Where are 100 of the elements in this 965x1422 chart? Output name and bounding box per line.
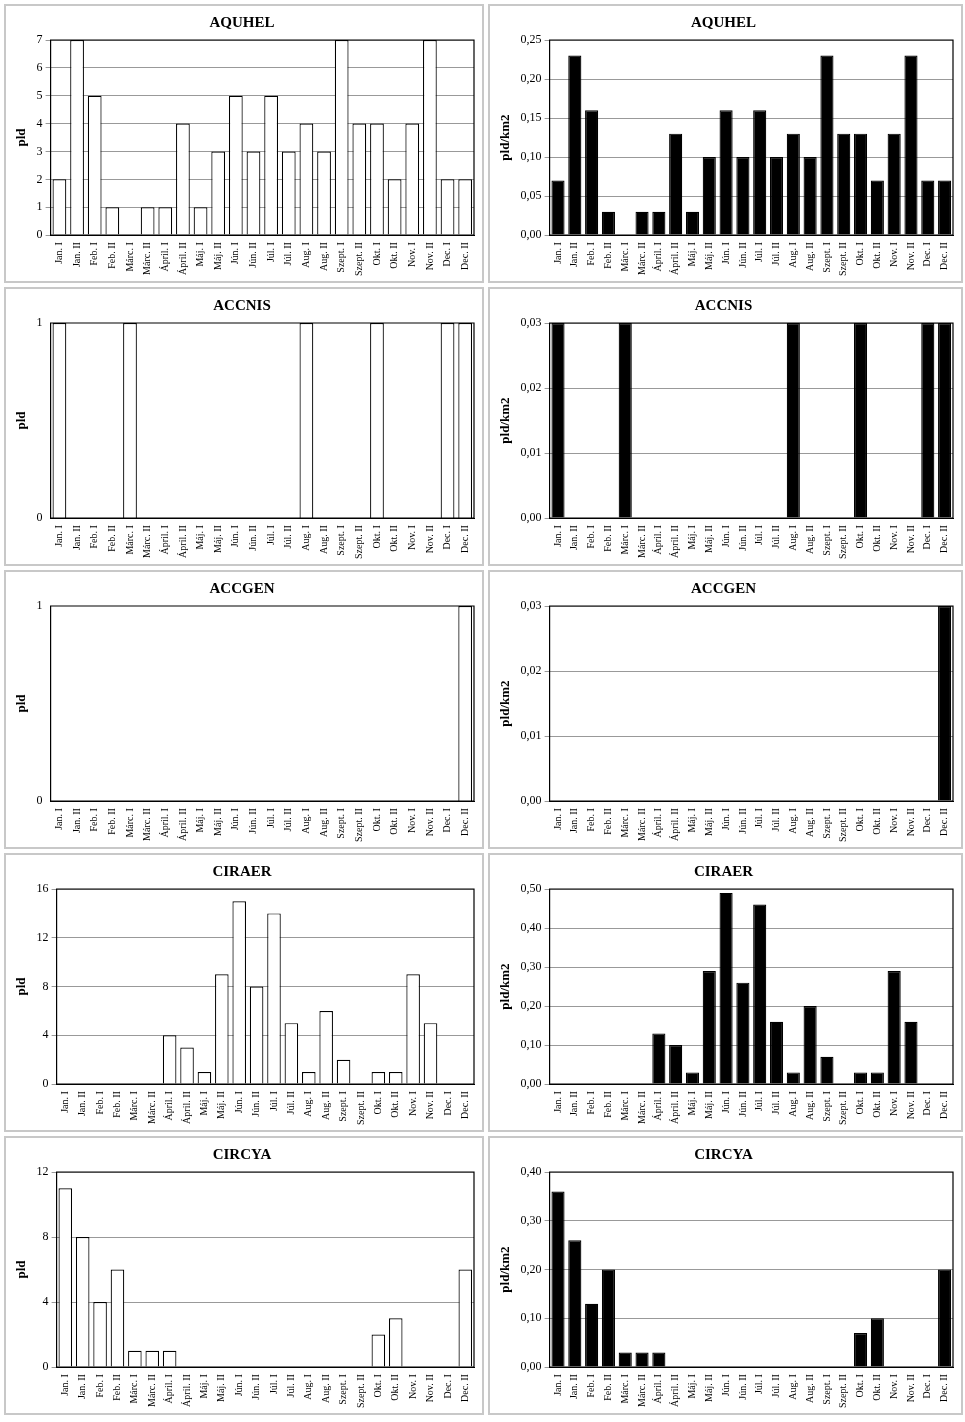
x-tick-label: Okt. I [854,242,866,266]
x-tick-label: Aug. I [786,808,798,834]
y-tick-label: 0,02 [520,663,542,678]
y-tick-label: 0,10 [520,1037,542,1052]
x-tick-label: Aug. I [786,1374,798,1400]
y-tick-label: 0,10 [520,1310,542,1325]
x-tick-label: Márc. I [123,525,135,555]
x-tick-label: Feb. II [602,1091,614,1118]
x-tick-label: Ápril. I [652,525,664,555]
x-tick-label: Nov. I [887,525,899,551]
x-tick-label: Dec. I [441,1091,453,1116]
chart-title: ACCGEN [209,579,275,596]
y-tick-label: 4 [42,1294,49,1309]
x-tick-label: Feb. II [111,1374,123,1401]
chart-title: ACCNIS [694,296,753,313]
y-axis-title: pld/km2 [497,680,513,727]
y-tick-label: 8 [42,1229,49,1244]
x-tick-label: Júl. II [282,808,294,832]
y-axis-title: pld [13,1259,29,1279]
x-tick-label: Máj. II [702,1374,714,1402]
x-tick-label: Dec. II [458,808,470,836]
x-tick-label: Okt. I [371,1091,383,1115]
x-tick-label: Szept. I [820,242,832,273]
x-tick-label: Jan. I [53,525,65,547]
x-tick-label: Feb. I [93,1091,105,1115]
x-tick-label: Aug. II [803,1374,815,1404]
x-tick-label: Okt. I [854,1091,866,1115]
x-tick-label: Nov. II [423,525,435,554]
x-tick-label: Jún. I [719,242,731,265]
x-tick-label: Jún. II [736,1091,748,1117]
x-tick-label: Júl. II [282,525,294,549]
y-tick-label: 0,02 [520,380,542,395]
x-tick-label: Ápril. I [163,1374,175,1404]
x-tick-label: Márc. I [618,808,630,838]
y-axis-title: pld/km2 [497,114,513,161]
x-tick-label: Nov. II [423,242,435,271]
x-tick-label: Aug. I [300,808,312,834]
x-tick-label: Júl. I [264,242,276,263]
x-tick-label: Júl. I [753,808,765,829]
x-tick-label: Nov. I [405,525,417,551]
x-tick-label: Máj. I [194,808,206,833]
x-tick-label: Máj. I [686,808,698,833]
x-tick-label: Jún. I [229,808,241,831]
x-tick-label: Feb. I [585,242,597,266]
x-tick-label: Márc. I [123,242,135,272]
x-tick-label: Márc. II [635,808,647,841]
x-tick-label: Jan. II [568,242,580,268]
x-tick-label: Aug. I [302,1374,314,1400]
x-tick-label: Márc. I [128,1091,140,1121]
x-tick-label: Jún. I [719,1374,731,1397]
x-tick-label: Dec. II [938,525,950,553]
y-tick-label: 0,00 [520,1359,542,1374]
x-tick-label: Szept. I [337,1091,349,1122]
x-tick-label: Jún. II [247,525,259,551]
x-tick-label: Dec. I [441,242,453,267]
x-tick-label: Júl. II [285,1374,297,1398]
x-tick-label: Nov. I [406,1374,418,1400]
x-tick-label: Júl. II [770,808,782,832]
x-tick-label: Szept. II [352,242,364,277]
x-tick-label: Jan. I [551,525,563,547]
x-tick-label: Okt. I [854,1374,866,1398]
x-tick-label: Jan. II [76,1374,88,1400]
x-tick-label: Jan. I [551,808,563,830]
x-tick-label: Márc. II [635,1374,647,1407]
x-tick-label: Dec. II [458,525,470,553]
x-tick-label: Szept. I [337,1374,349,1405]
x-tick-label: Ápril. I [652,1091,664,1121]
y-tick-label: 0 [36,793,43,808]
x-tick-label: Szept. I [820,1374,832,1405]
y-tick-label: 0,03 [520,598,542,613]
x-tick-label: Ápril. II [669,242,681,275]
y-tick-label: 4 [42,1027,49,1042]
x-tick-label: Okt. II [870,808,882,835]
y-tick-label: 16 [36,881,49,896]
x-tick-label: Ápril. II [669,525,681,558]
x-tick-label: Okt. II [388,808,400,835]
x-tick-label: Dec. I [921,808,933,833]
x-tick-label: Aug. I [786,525,798,551]
x-tick-label: Jan. II [70,242,82,268]
x-tick-label: Nov. I [887,242,899,268]
y-tick-label: 0 [42,1076,49,1091]
x-tick-label: Feb. I [88,808,100,832]
y-tick-label: 0,03 [520,315,542,330]
x-tick-label: Ápril. II [176,242,188,275]
y-tick-label: 0,25 [520,32,542,47]
x-tick-label: Dec. II [938,808,950,836]
x-tick-label: Szept. II [837,525,849,560]
x-tick-label: Jún. II [247,808,259,834]
y-tick-label: 0,05 [520,188,542,203]
x-tick-label: Jan. II [568,808,580,834]
x-tick-label: Júl. I [267,1374,279,1395]
x-tick-label: Szept. I [820,1091,832,1122]
x-tick-label: Ápril. II [669,1091,681,1124]
x-tick-label: Jan. I [58,1091,70,1113]
x-tick-label: Márc. II [635,1091,647,1124]
x-tick-label: Szept. II [354,1374,366,1409]
x-tick-label: Máj. I [686,1374,698,1399]
y-axis-title: pld/km2 [497,1246,513,1293]
y-tick-label: 6 [36,60,43,75]
x-tick-label: Szept. II [837,808,849,843]
